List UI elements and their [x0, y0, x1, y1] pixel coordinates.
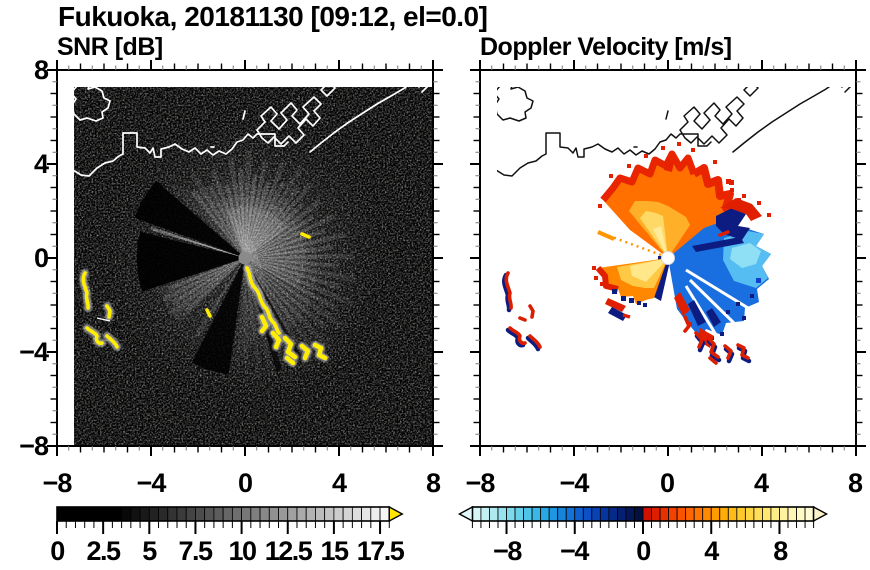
snr-panel-title: SNR [dB] [57, 33, 163, 61]
colorbar-label: 0 [50, 536, 65, 566]
x-tick-label: −4 [136, 468, 167, 498]
x-tick-label: −8 [42, 468, 73, 498]
colorbar-label: 8 [773, 536, 788, 566]
x-tick-label: −8 [465, 468, 496, 498]
x-tick-label: −4 [559, 468, 590, 498]
velocity-clutter-echoes [504, 230, 749, 365]
figure-title: Fukuoka, 20181130 [09:12, el=0.0] [58, 1, 488, 32]
y-tick-label: 0 [33, 243, 49, 273]
colorbar-label: 17.5 [356, 536, 405, 566]
y-tick-label: 4 [33, 149, 49, 179]
colorbar-label: 2.5 [86, 536, 121, 566]
colorbar-label: −4 [560, 536, 589, 566]
snr-echo-fan [134, 149, 357, 399]
colorbar-label: 0 [636, 536, 651, 566]
colorbar-label: 7.5 [178, 536, 213, 566]
colorbar-label: 15 [320, 536, 349, 566]
x-tick-label: 4 [753, 468, 769, 498]
radar-origin-hole [661, 251, 675, 265]
velocity-southwest-fan [592, 230, 668, 321]
colorbar-label: 12.5 [264, 536, 313, 566]
colorbar-label: 4 [704, 536, 719, 566]
x-tick-label: 4 [331, 468, 347, 498]
y-tick-label: −4 [19, 337, 49, 367]
snr-clutter-yellow [83, 232, 325, 363]
vel-panel-title: Doppler Velocity [m/s] [480, 33, 732, 61]
snr-ppi-plot [47, 60, 443, 456]
y-tick-label: 8 [33, 55, 49, 85]
x-tick-label: 8 [847, 468, 863, 498]
x-tick-label: 0 [237, 468, 253, 498]
x-tick-label: 8 [425, 468, 441, 498]
velocity-colorbar [457, 505, 829, 534]
colorbar-label: 10 [228, 536, 257, 566]
snr-axis-ticks [47, 60, 443, 456]
colorbar-label: 5 [142, 536, 157, 566]
velocity-axis-ticks [470, 60, 866, 456]
velocity-ppi-plot [470, 60, 866, 456]
y-tick-label: −8 [19, 431, 49, 461]
snr-colorbar [56, 505, 404, 534]
x-tick-label: 0 [659, 468, 675, 498]
colorbar-label: −8 [493, 536, 522, 566]
radar-origin-disc [238, 251, 252, 265]
